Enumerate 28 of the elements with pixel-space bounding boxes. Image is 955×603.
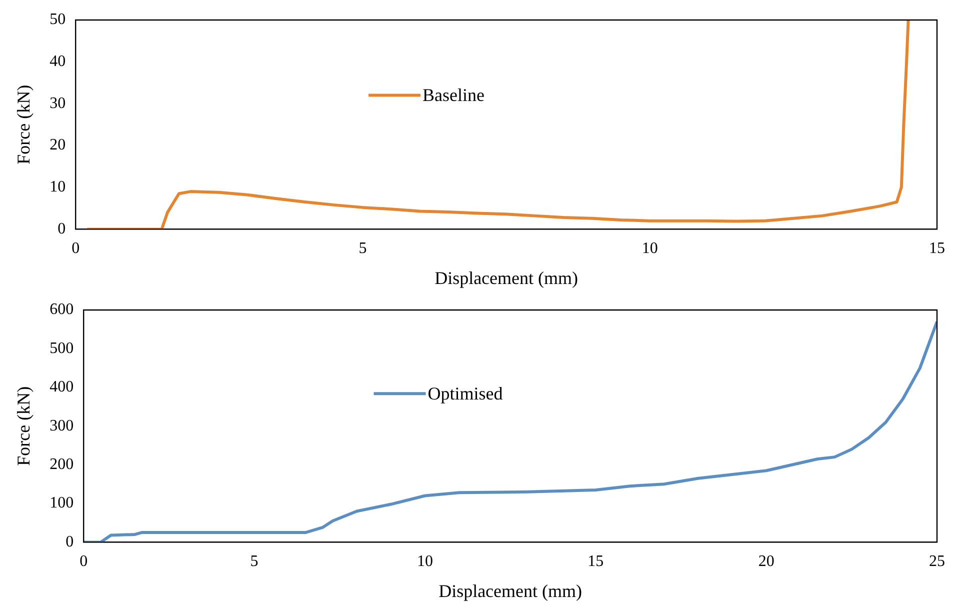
y-tick-label: 300 bbox=[50, 417, 74, 434]
x-tick-label: 10 bbox=[642, 240, 658, 258]
x-tick-label: 0 bbox=[80, 553, 88, 570]
x-tick-label: 15 bbox=[588, 553, 604, 570]
y-tick-label: 20 bbox=[50, 136, 66, 154]
y-tick-label: 600 bbox=[50, 301, 74, 318]
legend-label: Optimised bbox=[428, 383, 503, 404]
y-tick-label: 0 bbox=[58, 220, 66, 238]
x-axis-title: Displacement (mm) bbox=[438, 580, 582, 601]
y-tick-label: 10 bbox=[50, 178, 66, 196]
x-tick-label: 10 bbox=[416, 553, 433, 570]
x-axis-title: Displacement (mm) bbox=[434, 268, 578, 288]
legend-label: Baseline bbox=[422, 85, 484, 106]
y-tick-label: 400 bbox=[50, 378, 74, 396]
x-tick-label: 25 bbox=[929, 553, 945, 570]
y-axis-title: Force (kN) bbox=[14, 84, 34, 164]
x-tick-label: 15 bbox=[929, 240, 945, 258]
x-tick-label: 5 bbox=[250, 553, 258, 570]
y-axis-title: Force (kN) bbox=[14, 386, 34, 466]
y-tick-label: 500 bbox=[50, 340, 74, 357]
y-tick-label: 0 bbox=[66, 533, 74, 550]
y-tick-label: 30 bbox=[50, 94, 66, 112]
x-tick-label: 5 bbox=[358, 240, 367, 258]
x-tick-label: 20 bbox=[758, 553, 774, 570]
y-tick-label: 200 bbox=[50, 456, 74, 474]
y-tick-label: 100 bbox=[50, 494, 74, 512]
y-tick-label: 40 bbox=[50, 53, 66, 70]
y-tick-label: 50 bbox=[50, 11, 66, 28]
